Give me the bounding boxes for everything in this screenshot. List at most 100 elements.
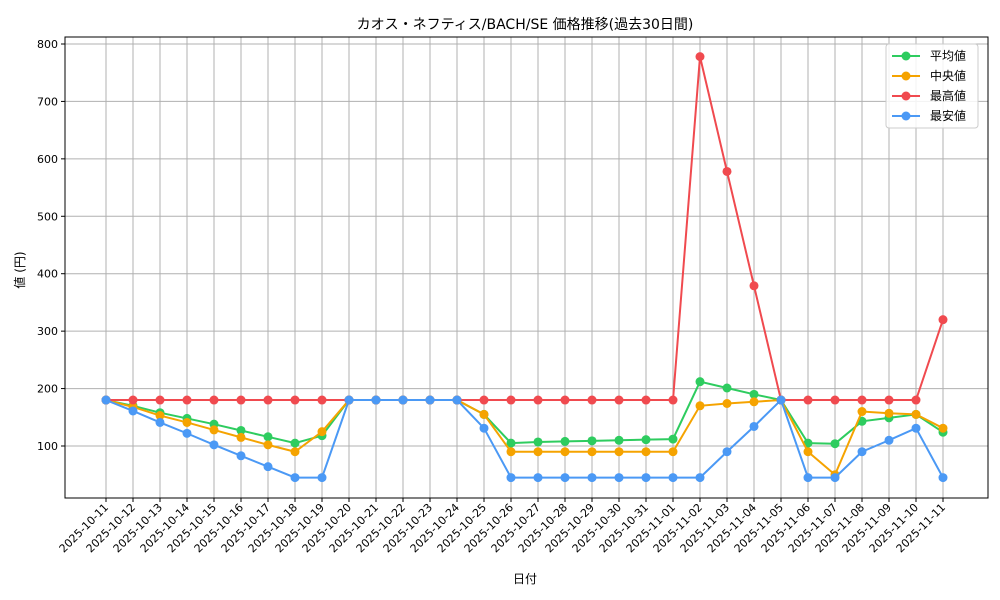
data-point <box>668 434 678 444</box>
data-point <box>290 438 300 448</box>
data-point <box>209 395 219 405</box>
data-point <box>722 447 732 457</box>
data-point <box>857 407 867 417</box>
data-point <box>236 395 246 405</box>
y-tick-label: 500 <box>37 210 58 223</box>
y-tick-label: 200 <box>37 383 58 396</box>
data-point <box>182 395 192 405</box>
data-point <box>749 389 759 399</box>
data-point <box>722 399 732 409</box>
data-point <box>560 473 570 483</box>
data-point <box>587 473 597 483</box>
series-lines <box>101 52 948 483</box>
data-point <box>641 473 651 483</box>
plot-area-frame <box>64 36 989 499</box>
data-point <box>587 436 597 446</box>
data-point <box>884 435 894 445</box>
y-tick-label: 700 <box>37 95 58 108</box>
series-1 <box>101 395 948 480</box>
data-point <box>614 435 624 445</box>
data-point <box>533 395 543 405</box>
legend-marker-icon <box>901 111 911 121</box>
data-point <box>101 395 111 405</box>
data-point <box>749 421 759 431</box>
data-point <box>749 397 759 407</box>
data-point <box>560 447 570 457</box>
data-point <box>857 395 867 405</box>
data-point <box>803 473 813 483</box>
data-point <box>911 409 921 419</box>
series-3 <box>101 395 948 483</box>
data-point <box>695 401 705 411</box>
data-point <box>614 395 624 405</box>
data-point <box>695 52 705 62</box>
chart-title: カオス・ネフティス/BACH/SE 価格推移(過去30日間) <box>357 17 694 33</box>
legend-label: 最安値 <box>930 108 966 123</box>
data-point <box>155 395 165 405</box>
y-tick-label: 600 <box>37 153 58 166</box>
y-tick-label: 400 <box>37 268 58 281</box>
data-point <box>209 425 219 435</box>
data-point <box>533 447 543 457</box>
data-point <box>587 447 597 457</box>
x-axis-label: 日付 <box>513 572 537 586</box>
data-point <box>317 473 327 483</box>
data-point <box>425 395 435 405</box>
data-point <box>911 423 921 433</box>
data-point <box>317 427 327 437</box>
data-point <box>290 395 300 405</box>
legend-label: 最高値 <box>930 88 966 103</box>
data-point <box>263 432 273 442</box>
y-tick-label: 300 <box>37 325 58 338</box>
data-point <box>722 166 732 176</box>
data-point <box>452 395 462 405</box>
y-axis-label: 値 (円) <box>12 251 27 288</box>
data-point <box>263 462 273 472</box>
data-point <box>695 473 705 483</box>
data-point <box>479 409 489 419</box>
data-point <box>614 473 624 483</box>
data-point <box>749 281 759 291</box>
data-point <box>506 438 516 448</box>
data-point <box>668 473 678 483</box>
data-point <box>506 395 516 405</box>
data-point <box>290 447 300 457</box>
data-point <box>776 395 786 405</box>
series-0 <box>101 377 948 449</box>
x-axis: 2025-10-112025-10-122025-10-132025-10-14… <box>57 498 948 555</box>
data-point <box>911 395 921 405</box>
data-point <box>641 447 651 457</box>
data-point <box>263 440 273 450</box>
data-point <box>209 440 219 450</box>
data-point <box>884 395 894 405</box>
data-point <box>182 417 192 427</box>
data-point <box>479 423 489 433</box>
y-tick-label: 800 <box>37 38 58 51</box>
data-point <box>533 473 543 483</box>
data-point <box>263 395 273 405</box>
legend-label: 平均値 <box>930 48 966 63</box>
legend-label: 中央値 <box>930 68 966 83</box>
data-point <box>830 473 840 483</box>
series-2 <box>101 52 948 405</box>
data-point <box>155 411 165 421</box>
data-point <box>938 473 948 483</box>
data-point <box>236 432 246 442</box>
data-point <box>938 423 948 433</box>
legend-marker-icon <box>901 71 911 81</box>
y-axis: 100 200 300 400 500 600 700 800 <box>37 38 65 453</box>
data-point <box>560 395 570 405</box>
data-point <box>722 383 732 393</box>
data-point <box>857 447 867 457</box>
data-point <box>695 377 705 387</box>
data-point <box>614 447 624 457</box>
data-point <box>938 315 948 325</box>
data-point <box>830 439 840 449</box>
data-point <box>641 395 651 405</box>
data-point <box>371 395 381 405</box>
grid <box>65 37 988 498</box>
data-point <box>803 395 813 405</box>
data-point <box>506 473 516 483</box>
data-point <box>290 473 300 483</box>
